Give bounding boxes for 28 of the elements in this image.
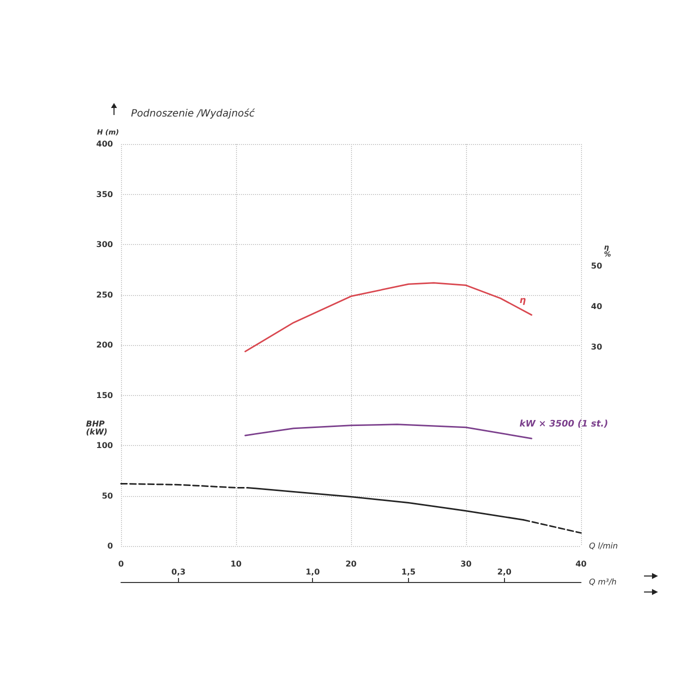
x-tick-label: 40 [575,560,587,568]
y-tick-label: 350 [96,190,114,199]
y-tick-label: 0 [107,542,114,550]
y-tick-label: 250 [96,290,114,300]
series-label: kW × 3500 (1 st.) [520,419,608,430]
line-series [244,282,532,352]
y2-tick-label: 40 [591,302,603,311]
y2-tick-label: 50 [591,261,603,270]
x-tick-label: 10 [230,560,242,568]
x-tick-label: 30 [460,560,472,568]
x2-axis-title: Q m³/h [589,578,617,586]
y-tick-label: 200 [96,340,114,350]
x2-tick-label: 0,3 [171,568,186,576]
x-tick-label: 20 [345,560,357,568]
y-tick-label: 150 [96,390,114,400]
y-tick-label: 50 [102,491,114,500]
y2-tick-label: 30 [591,342,603,352]
x2-tick-label: 1,0 [306,568,320,576]
x2-tick-label: 2,0 [497,568,512,576]
y-tick-label: 400 [96,140,114,148]
chart-title: Podnoszenie /Wydajność [131,108,256,120]
x2-tick-label: 1,5 [401,568,416,576]
y-tick-label: 100 [96,441,114,450]
y-tick-label: 300 [96,240,114,249]
x-tick-label: 0 [118,560,124,568]
text: BHP (kW) [86,420,108,436]
series-label: η [520,296,527,306]
x-axis-title: Q l/min [589,542,618,550]
